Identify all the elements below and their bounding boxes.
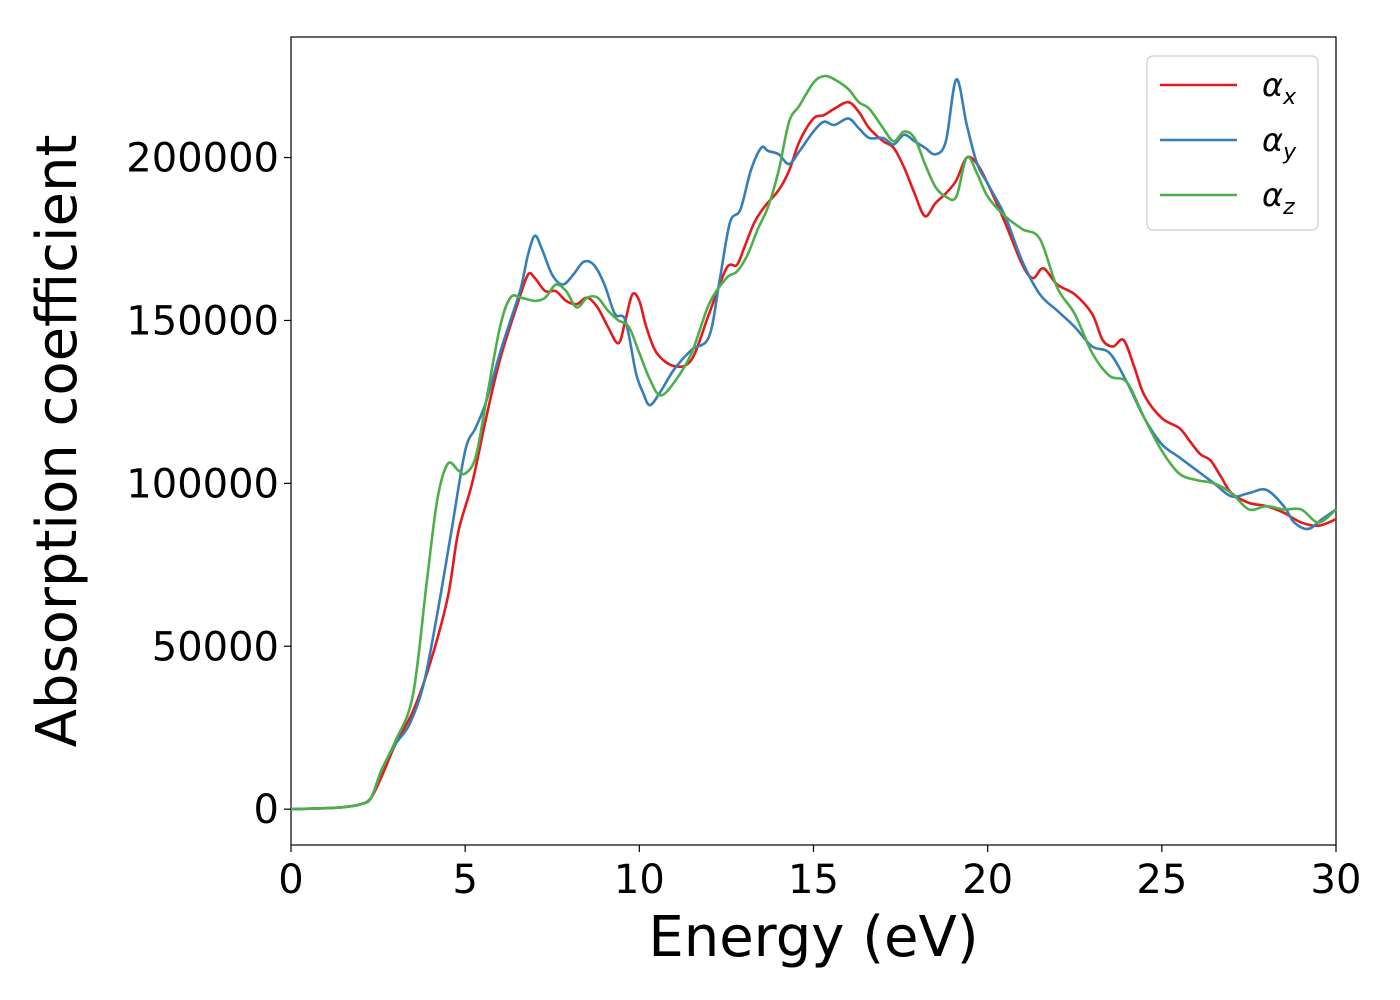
x-tick-label: 10	[614, 857, 665, 903]
y-axis-title: Absorption coefficient	[25, 135, 90, 748]
x-tick-label: 5	[452, 857, 477, 903]
x-tick-label: 30	[1311, 857, 1362, 903]
x-tick-label: 25	[1136, 857, 1187, 903]
y-tick-label: 50000	[152, 624, 279, 670]
legend-label-z: αz	[1262, 176, 1295, 220]
legend-label-y: αy	[1262, 121, 1297, 165]
series-layer	[290, 74, 1337, 811]
x-tick-label: 0	[278, 857, 303, 903]
x-tick-label: 15	[788, 857, 839, 903]
y-tick-label: 0	[254, 787, 279, 833]
series-line-z	[290, 74, 1337, 811]
legend-label-x: αx	[1262, 66, 1297, 110]
legend-box	[1146, 55, 1319, 231]
x-axis-title: Energy (eV)	[648, 905, 978, 970]
x-tick-label: 20	[962, 857, 1013, 903]
y-tick-label: 100000	[126, 461, 279, 507]
legend: αx αy αz	[1146, 55, 1319, 231]
x-axis: 0 5 10 15 20 25 30	[278, 845, 1361, 903]
y-tick-label: 200000	[126, 136, 279, 182]
y-tick-label: 150000	[126, 298, 279, 344]
series-line-x	[290, 100, 1337, 811]
y-axis: 0 50000 100000 150000 200000	[126, 136, 291, 833]
